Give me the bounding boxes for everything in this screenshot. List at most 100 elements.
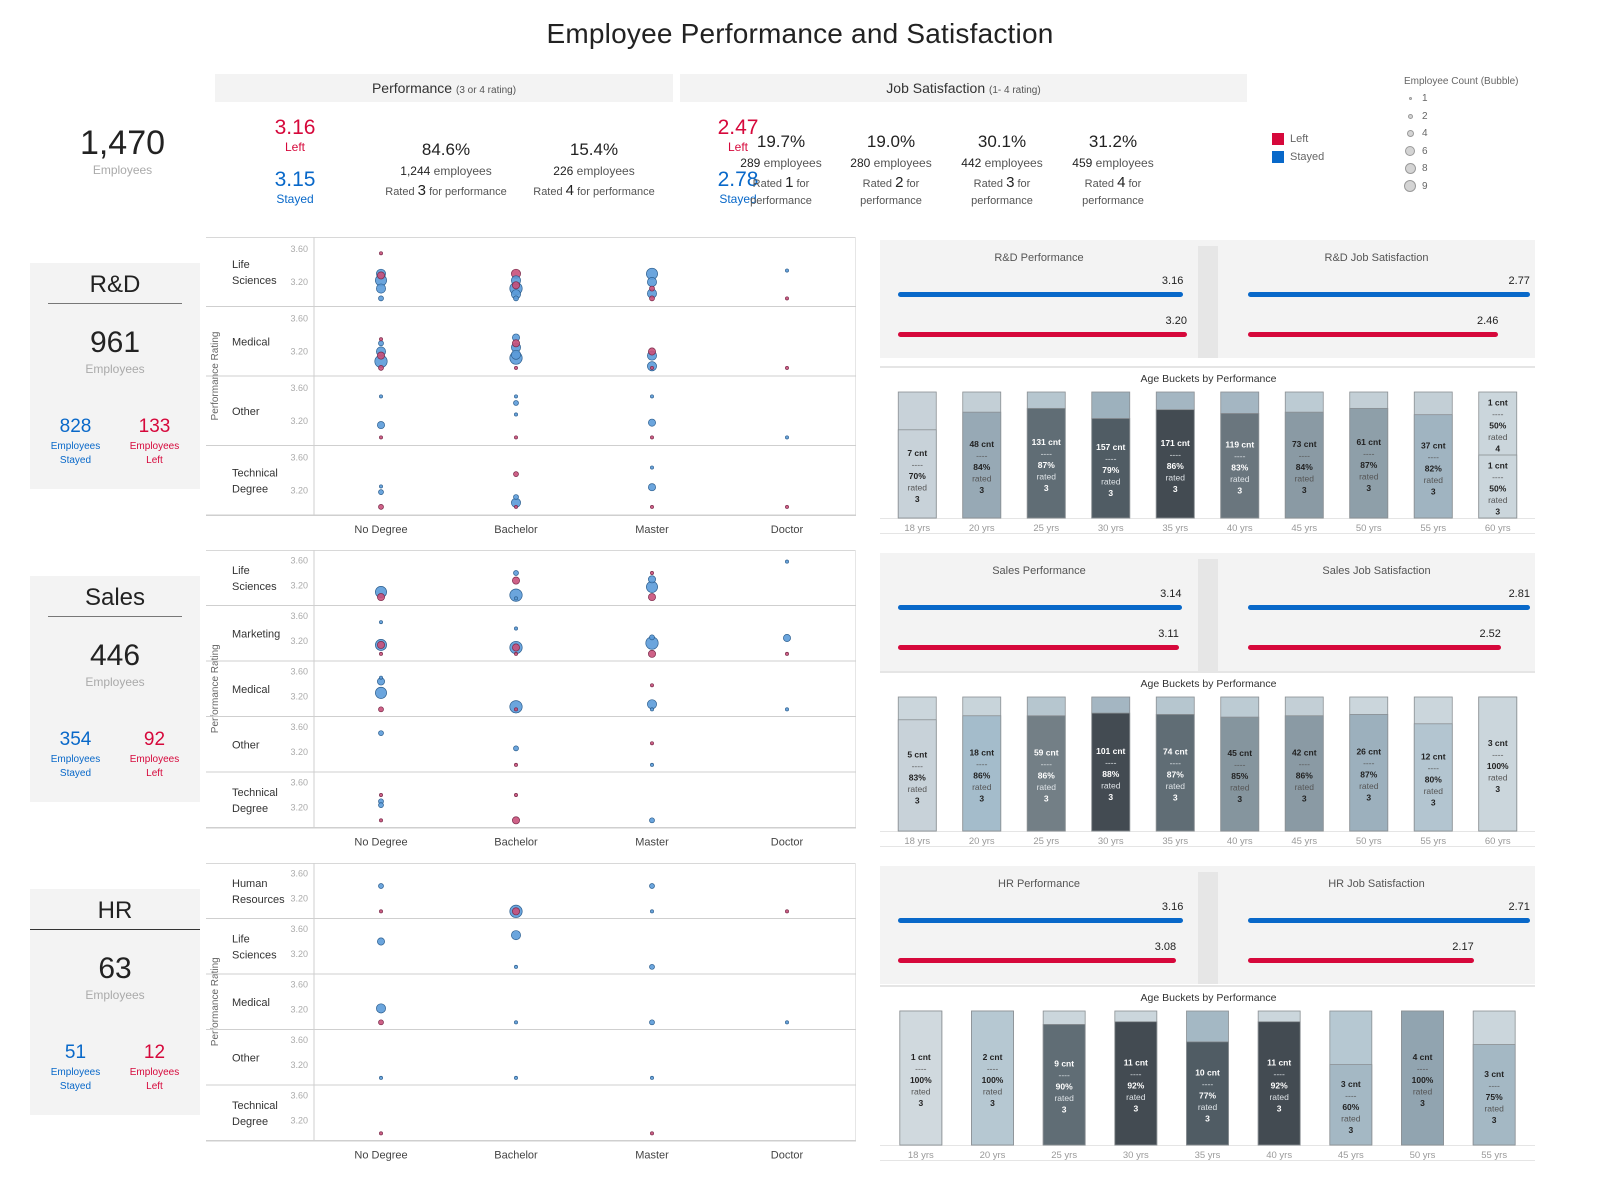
bubble-left[interactable] bbox=[785, 365, 789, 370]
bubble-stayed[interactable] bbox=[514, 964, 518, 969]
bubble-stayed[interactable] bbox=[649, 634, 655, 641]
bubble-stayed[interactable] bbox=[514, 626, 518, 631]
bubble-left[interactable] bbox=[650, 504, 654, 509]
bubble-stayed[interactable] bbox=[514, 1020, 518, 1025]
legend-item-left[interactable]: Left bbox=[1272, 133, 1324, 151]
bubble-left[interactable] bbox=[378, 1019, 384, 1026]
bubble-stayed[interactable] bbox=[650, 465, 654, 470]
age-bar[interactable]: 7 cnt---- 70%rated 3 bbox=[897, 391, 937, 519]
bubble-stayed[interactable] bbox=[650, 394, 654, 399]
bubble-stayed[interactable] bbox=[785, 1020, 789, 1025]
bubble-stayed[interactable] bbox=[509, 588, 523, 602]
bubble-stayed[interactable] bbox=[513, 400, 519, 406]
bubble-left[interactable] bbox=[648, 593, 656, 602]
bubble-left[interactable] bbox=[514, 793, 518, 797]
bubble-left[interactable] bbox=[785, 651, 789, 656]
bubble-stayed[interactable] bbox=[514, 1075, 518, 1080]
bubble-stayed[interactable] bbox=[379, 675, 383, 680]
bubble-left[interactable] bbox=[377, 593, 385, 602]
bubble-left[interactable] bbox=[514, 365, 518, 370]
bubble-left[interactable] bbox=[650, 365, 654, 370]
bubble-left[interactable] bbox=[650, 1131, 654, 1136]
bar-left[interactable] bbox=[1248, 332, 1499, 337]
age-bar[interactable]: 9 cnt---- 90%rated 3 bbox=[1042, 1010, 1086, 1146]
bubble-stayed[interactable] bbox=[378, 883, 384, 889]
bubble-left[interactable] bbox=[378, 365, 384, 371]
bubble-left[interactable] bbox=[512, 339, 520, 348]
bar-stayed[interactable] bbox=[1248, 292, 1530, 297]
bubble-left[interactable] bbox=[379, 818, 383, 823]
bubble-stayed[interactable] bbox=[513, 745, 519, 752]
bubble-stayed[interactable] bbox=[649, 1019, 655, 1026]
bubble-stayed[interactable] bbox=[513, 295, 519, 302]
bubble-stayed[interactable] bbox=[785, 707, 789, 712]
bubble-stayed[interactable] bbox=[377, 421, 385, 430]
bubble-stayed[interactable] bbox=[511, 930, 521, 941]
bubble-left[interactable] bbox=[785, 504, 789, 509]
bar-stayed[interactable] bbox=[1248, 605, 1530, 610]
bubble-stayed[interactable] bbox=[649, 817, 655, 824]
bubble-left[interactable] bbox=[512, 907, 520, 916]
bubble-left[interactable] bbox=[785, 296, 789, 301]
bubble-left[interactable] bbox=[514, 762, 518, 767]
bubble-left[interactable] bbox=[379, 909, 383, 914]
bar-left[interactable] bbox=[1248, 645, 1501, 650]
bubble-left[interactable] bbox=[512, 816, 520, 825]
bar-left[interactable] bbox=[1248, 958, 1474, 963]
bubble-stayed[interactable] bbox=[378, 340, 384, 347]
bubble-left[interactable] bbox=[648, 649, 656, 658]
bubble-stayed[interactable] bbox=[377, 937, 385, 946]
bubble-stayed[interactable] bbox=[511, 349, 521, 360]
bubble-left[interactable] bbox=[512, 576, 520, 585]
bubble-stayed[interactable] bbox=[509, 700, 523, 714]
bubble-left[interactable] bbox=[513, 471, 519, 477]
bubble-stayed[interactable] bbox=[650, 762, 654, 767]
bubble-left[interactable] bbox=[649, 285, 655, 292]
bar-stayed[interactable] bbox=[898, 292, 1184, 297]
bubble-left[interactable] bbox=[514, 504, 518, 509]
bubble-stayed[interactable] bbox=[648, 418, 656, 427]
bar-stayed[interactable] bbox=[898, 605, 1182, 610]
bubble-left[interactable] bbox=[377, 351, 385, 360]
bubble-stayed[interactable] bbox=[375, 686, 387, 699]
bubble-left[interactable] bbox=[379, 251, 383, 256]
bubble-left[interactable] bbox=[378, 706, 384, 713]
bubble-left[interactable] bbox=[379, 435, 383, 440]
bubble-stayed[interactable] bbox=[650, 707, 654, 712]
bubble-left[interactable] bbox=[378, 504, 384, 510]
bubble-stayed[interactable] bbox=[650, 909, 654, 914]
bubble-stayed[interactable] bbox=[376, 1003, 386, 1014]
bubble-left[interactable] bbox=[379, 793, 383, 797]
age-bar[interactable]: 26 cnt---- 87%rated 3 bbox=[1349, 696, 1389, 832]
bubble-left[interactable] bbox=[649, 295, 655, 302]
bubble-stayed[interactable] bbox=[649, 883, 655, 889]
bubble-stayed[interactable] bbox=[783, 634, 791, 642]
bubble-stayed[interactable] bbox=[379, 1075, 383, 1080]
age-bar[interactable]: 74 cnt---- 87%rated 3 bbox=[1155, 696, 1195, 832]
bubble-stayed[interactable] bbox=[514, 596, 518, 601]
age-bar[interactable]: 119 cnt---- 83%rated 3 bbox=[1220, 391, 1260, 519]
bubble-stayed[interactable] bbox=[378, 802, 384, 808]
bar-stayed[interactable] bbox=[898, 918, 1184, 923]
bubble-stayed[interactable] bbox=[514, 394, 518, 399]
bubble-left[interactable] bbox=[377, 271, 385, 280]
bubble-stayed[interactable] bbox=[376, 283, 386, 294]
bar-left[interactable] bbox=[898, 958, 1177, 963]
bubble-left[interactable] bbox=[377, 641, 385, 649]
bubble-stayed[interactable] bbox=[378, 730, 384, 737]
